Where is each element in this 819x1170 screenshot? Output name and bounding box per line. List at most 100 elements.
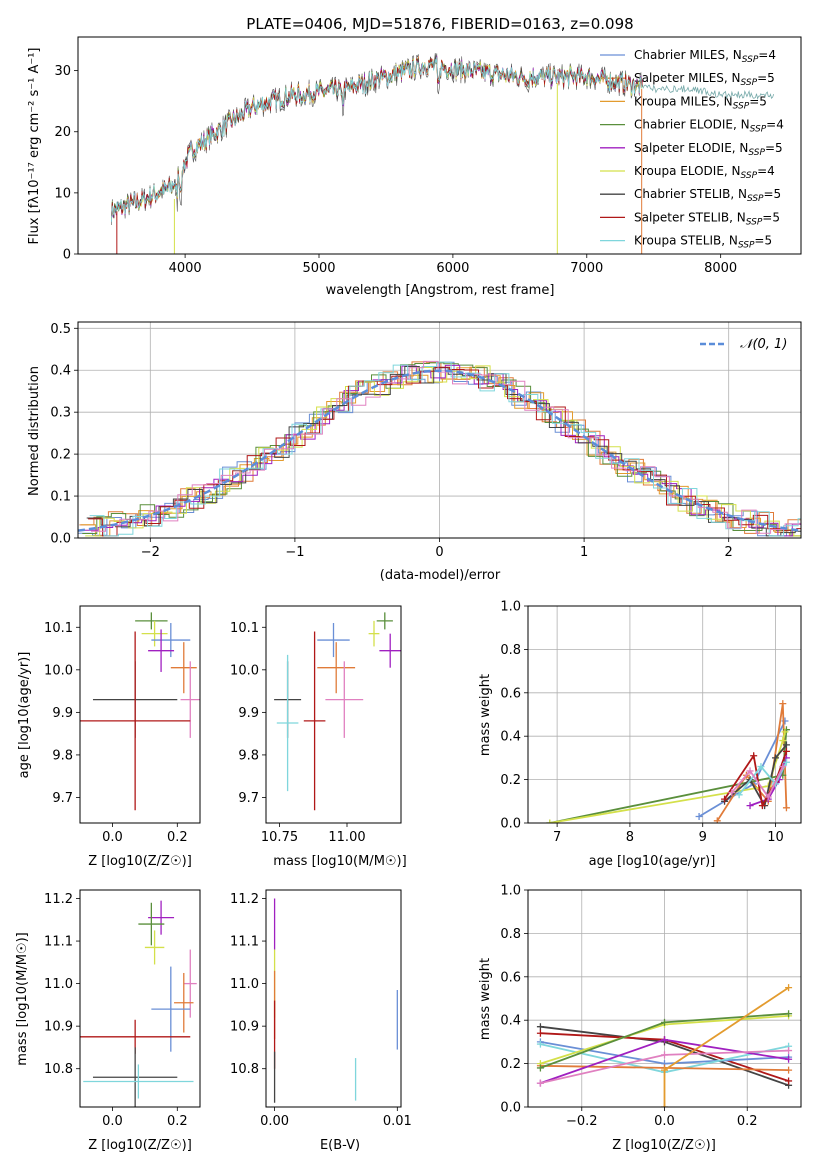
- weight-age-xtick-label: 7: [553, 830, 561, 845]
- weight-z-point: [536, 1079, 544, 1087]
- figure-title: PLATE=0406, MJD=51876, FIBERID=0163, z=0…: [246, 15, 633, 33]
- residuals-ytick-label: 0.5: [50, 322, 71, 337]
- weight-z-point: [536, 1064, 544, 1072]
- residuals-xtick-label: 2: [725, 545, 733, 560]
- legend-entry: Kroupa ELODIE, NSSP=4: [634, 164, 775, 181]
- mass-ebv-marks: [273, 898, 398, 1103]
- legend-entry: Chabrier MILES, NSSP=4: [634, 48, 776, 65]
- age-mass-xtick-label: 10.75: [261, 830, 298, 845]
- age-z-frame: [79, 605, 201, 824]
- weight-age-axes: 7 8 9 10 0.0 0.2 0.4 0.6 0.8 1.0: [500, 600, 801, 845]
- weight-z-ytick-label: 0.8: [500, 927, 521, 942]
- residuals-xtick-label: 1: [580, 545, 588, 560]
- mass-ebv-ytick-label: 10.8: [230, 1062, 259, 1077]
- legend-subscript: SSP: [750, 125, 767, 135]
- mass-vs-ebv-panel: E(B-V): [320, 1138, 360, 1153]
- weight-z-point: [785, 1010, 793, 1018]
- legend-subscript: SSP: [748, 148, 765, 158]
- age-z-marks: [80, 612, 200, 811]
- weight-z-axes: −0.2 0.0 0.2 0.0 0.2 0.4 0.6 0.8 1.0: [500, 884, 801, 1129]
- mass-ebv-frame: [265, 889, 402, 1108]
- weight-z-point: [785, 1047, 793, 1055]
- weight-age-point: [779, 763, 787, 771]
- residuals-xtick-label: 0: [435, 545, 443, 560]
- weight-z-ytick-label: 0.0: [500, 1101, 521, 1116]
- spectrum-xlabel: wavelength [Angstrom, rest frame]: [326, 283, 555, 298]
- weight-age-series-pink: [731, 766, 784, 799]
- weight-age-point: [695, 812, 703, 820]
- legend-entry: Chabrier STELIB, NSSP=5: [634, 187, 781, 204]
- age-mass-ytick-label: 9.8: [238, 748, 259, 763]
- weight-age-ytick-label: 0.4: [500, 730, 521, 745]
- legend-entry: Salpeter ELODIE, NSSP=5: [634, 141, 783, 158]
- weight-z-point: [661, 1066, 668, 1074]
- residuals-ylabel: Normed distribution: [27, 366, 42, 496]
- mass-ebv-xtick-label: 0.00: [260, 1114, 289, 1129]
- normal-curve: [78, 369, 801, 532]
- mass-ebv-ytick-label: 10.9: [230, 1020, 259, 1035]
- residuals-xlabel: (data-model)/error: [380, 568, 501, 583]
- weight-z-ylabel: mass weight: [478, 958, 493, 1040]
- histogram-chabrier_elodie: [82, 362, 801, 537]
- legend-entry: Kroupa STELIB, NSSP=5: [634, 234, 772, 251]
- weight-age-point: [782, 758, 790, 766]
- residuals-marks: [78, 360, 801, 537]
- weight-age-ytick-label: 0.8: [500, 643, 521, 658]
- weight-age-series-kroupa_stelib: [738, 761, 788, 796]
- weight-age-xtick-label: 9: [699, 830, 707, 845]
- spectrum-xtick-label: 4000: [169, 261, 202, 276]
- weight-z-point: [661, 1018, 668, 1026]
- mass-ebv-ytick-label: 11.1: [230, 935, 259, 950]
- mass-vs-z-panel: Z [log10(Z/Z☉)] mass [log10(M/M☉)]: [15, 932, 192, 1153]
- weight-z-ytick-label: 0.4: [500, 1014, 521, 1029]
- weight-z-point: [785, 1055, 793, 1063]
- weight-z-frame: [527, 889, 802, 1108]
- weight-age-ytick-label: 0.0: [500, 817, 521, 832]
- histogram-salpeter_stelib: [88, 366, 801, 537]
- mass-ebv-ytick-label: 11.0: [230, 977, 259, 992]
- age-z-ytick-label: 10.1: [44, 621, 73, 636]
- age-mass-ytick-label: 10.0: [230, 663, 259, 678]
- weight-z-point: [536, 1040, 544, 1048]
- weight-age-ytick-label: 1.0: [500, 600, 521, 615]
- weight-z-point: [536, 1023, 544, 1031]
- weight-age-series-chabrier_elodie: [549, 729, 788, 823]
- mass-ebv-xtick-label: 0.01: [383, 1114, 412, 1129]
- age-z-ytick-label: 9.9: [52, 706, 73, 721]
- weight-age-marks: [546, 700, 790, 823]
- legend-entry-value: =4: [757, 164, 775, 178]
- weight-age-xtick-label: 10: [767, 830, 784, 845]
- legend-subscript: SSP: [741, 78, 758, 88]
- mass-z-ylabel: mass [log10(M/M☉)]: [15, 932, 30, 1065]
- legend-entry: Salpeter MILES, NSSP=5: [634, 71, 775, 88]
- spectrum-xtick-label: 5000: [302, 261, 335, 276]
- legend-entry-value: =5: [765, 141, 783, 155]
- weight-z-xtick-label: 0.0: [654, 1114, 675, 1129]
- weight-age-point: [728, 789, 736, 797]
- age-vs-z-panel: Z [log10(Z/Z☉)] age [log10(age/yr)]: [17, 652, 192, 869]
- histogram-kroupa_miles: [80, 367, 801, 537]
- weight-z-point: [785, 1077, 793, 1085]
- spectrum-model-kroupa_elodie: [111, 57, 643, 221]
- residuals-frame: [77, 321, 802, 539]
- weight-vs-age-panel: age [log10(age/yr)] mass weight: [478, 674, 715, 869]
- weight-age-point: [746, 802, 754, 810]
- spectrum-ytick-label: 0: [63, 248, 71, 263]
- spectrum-model-kroupa_stelib: [111, 56, 643, 222]
- spectrum-xtick-label: 7000: [570, 261, 603, 276]
- age-mass-xtick-label: 11.00: [328, 830, 365, 845]
- age-z-ylabel: age [log10(age/yr)]: [17, 652, 32, 779]
- mass-z-frame: [79, 889, 201, 1108]
- legend-entry-value: =5: [762, 210, 780, 224]
- legend-entry: Chabrier ELODIE, NSSP=4: [634, 118, 784, 135]
- weight-age-point: [757, 763, 765, 771]
- weight-age-ytick-label: 0.6: [500, 686, 521, 701]
- mass-z-xlabel: Z [log10(Z/Z☉)]: [88, 1138, 192, 1153]
- residuals-xtick-label: −1: [285, 545, 304, 560]
- age-mass-xlabel: mass [log10(M/M☉)]: [273, 854, 406, 869]
- spectrum-axes: 4000 5000 6000 7000 8000 0 10 20 30: [54, 64, 737, 276]
- weight-age-point: [782, 741, 790, 749]
- mass-ebv-xlabel: E(B-V): [320, 1138, 360, 1153]
- weight-age-point: [721, 795, 729, 803]
- mass-z-ytick-label: 11.0: [44, 977, 73, 992]
